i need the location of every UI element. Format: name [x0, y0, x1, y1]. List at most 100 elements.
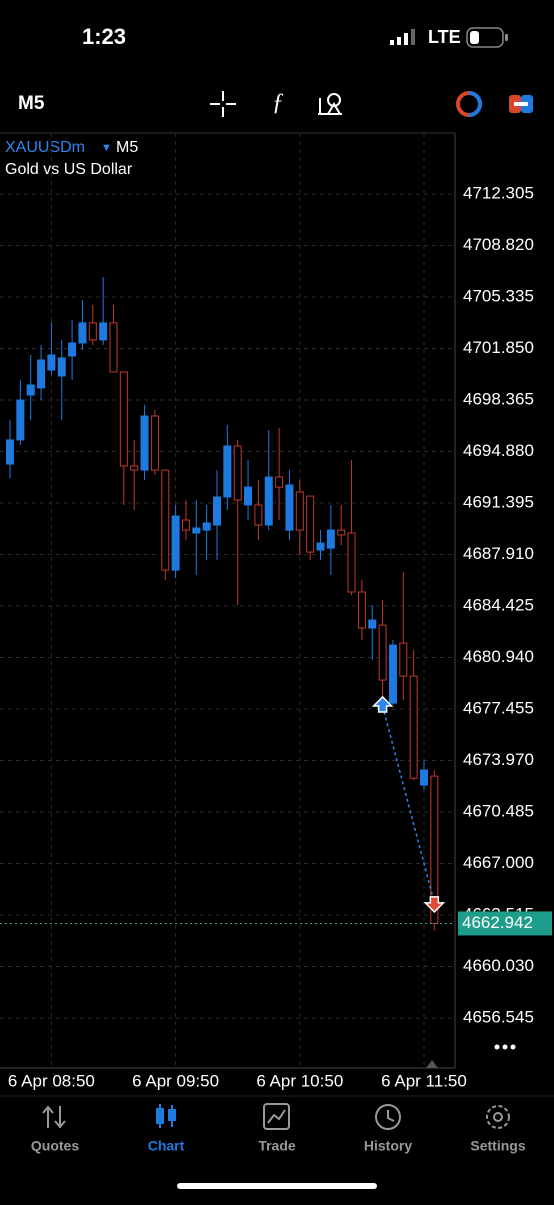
candle-body	[26, 384, 35, 396]
candle-body	[357, 591, 366, 629]
y-tick-label: 4670.485	[463, 801, 534, 820]
symbol[interactable]: XAUUSDm	[5, 139, 85, 156]
chart: XAUUSDm ▼ M5 Gold vs US Dollar 4712.3054…	[0, 132, 552, 1090]
candle-body	[430, 775, 439, 924]
y-tick-label: 4673.970	[463, 750, 534, 769]
battery	[466, 27, 508, 48]
candle-body	[161, 469, 170, 571]
candle-body	[109, 322, 118, 373]
timeframe-button[interactable]: M5	[18, 93, 45, 114]
candle-body	[275, 476, 284, 488]
crosshair-button[interactable]	[210, 91, 236, 117]
candle-body	[57, 357, 66, 377]
objects-button[interactable]	[318, 93, 342, 115]
candle-body	[254, 504, 263, 526]
trade-icon[interactable]	[263, 1103, 290, 1130]
candle-body	[388, 644, 397, 704]
trade-button[interactable]	[509, 95, 533, 113]
candle-body	[6, 439, 14, 465]
candle-body	[285, 484, 294, 531]
candle-body	[368, 619, 377, 629]
chart-icon[interactable]	[156, 1104, 176, 1128]
candle-body	[264, 476, 273, 526]
chart-timeframe: M5	[116, 139, 138, 156]
more-dot[interactable]	[494, 1044, 500, 1050]
y-tick-label: 4712.305	[463, 183, 534, 202]
x-tick-label: 6 Apr 08:50	[8, 1071, 95, 1090]
candle-body	[130, 465, 139, 471]
candle-body	[306, 495, 315, 553]
bid-label: 4662.942	[462, 913, 533, 932]
symbol-dropdown[interactable]: ▼	[101, 142, 112, 154]
y-tick-label: 4705.335	[463, 286, 534, 305]
tab-label[interactable]: Trade	[258, 1138, 296, 1154]
candle-body	[378, 624, 387, 681]
tab-label[interactable]: Settings	[470, 1138, 525, 1154]
candle-body	[202, 522, 211, 531]
y-tick-label: 4684.425	[463, 595, 534, 614]
tab-label[interactable]: Chart	[148, 1138, 185, 1154]
candle-body	[244, 486, 253, 506]
x-tick-label: 6 Apr 09:50	[132, 1071, 219, 1090]
network: LTE	[428, 27, 461, 47]
settings-icon[interactable]	[486, 1105, 510, 1129]
candle-body	[47, 354, 56, 371]
symbol-description: Gold vs US Dollar	[5, 161, 133, 178]
candle-body	[150, 415, 159, 471]
clock: 1:23	[82, 24, 126, 49]
candle-body	[78, 322, 87, 344]
candle-body	[347, 532, 356, 593]
trade-link	[381, 705, 436, 904]
y-tick-label: 4677.455	[463, 698, 534, 717]
y-tick-label: 4701.850	[463, 338, 534, 357]
candle-body	[409, 675, 418, 779]
tab-label[interactable]: History	[364, 1138, 412, 1154]
candle-body	[295, 491, 304, 531]
candle-body	[223, 445, 232, 498]
candle-body	[326, 529, 335, 549]
y-tick-label: 4694.880	[463, 441, 534, 460]
candle-body	[316, 542, 325, 551]
candle-body	[337, 529, 346, 536]
y-tick-label: 4698.365	[463, 389, 534, 408]
account-button[interactable]	[456, 91, 482, 117]
tab-icons	[42, 1103, 510, 1130]
candle-body	[16, 399, 25, 441]
more-dot[interactable]	[502, 1044, 508, 1050]
home-indicator	[177, 1183, 377, 1189]
buy-arrow	[371, 695, 394, 713]
y-tick-label: 4656.545	[463, 1007, 534, 1026]
candle-body	[119, 371, 128, 467]
plot: 4712.305 4708.820 4705.335 4701.850 4698.365…	[0, 133, 552, 1090]
candle-body	[140, 415, 149, 471]
candle-body	[37, 359, 46, 389]
x-tick-label: 6 Apr 10:50	[256, 1071, 343, 1090]
candle-body	[99, 322, 108, 341]
y-tick-label: 4680.940	[463, 647, 534, 666]
y-tick-label: 4691.395	[463, 492, 534, 511]
candle-body	[88, 322, 97, 341]
bid-label-box	[458, 911, 552, 936]
candle-body	[192, 527, 201, 534]
candle-body	[399, 642, 408, 677]
candle-body	[213, 496, 221, 526]
y-tick-label: 4660.030	[463, 956, 534, 975]
signal	[390, 29, 415, 45]
shift-marker	[426, 1060, 438, 1068]
history-icon[interactable]	[375, 1104, 401, 1130]
quotes-icon[interactable]	[42, 1105, 66, 1129]
y-tick-label: 4667.000	[463, 853, 534, 872]
candle-body	[68, 342, 77, 357]
more-dot[interactable]	[510, 1044, 516, 1050]
indicators-button[interactable]: ƒ	[272, 90, 284, 116]
candle-body	[420, 769, 428, 786]
tab-label[interactable]: Quotes	[31, 1138, 79, 1154]
y-tick-label: 4708.820	[463, 235, 534, 254]
y-tick-label: 4687.910	[463, 544, 534, 563]
candle-body	[233, 445, 242, 501]
candle-body	[181, 519, 190, 531]
sell-arrow	[423, 896, 446, 913]
